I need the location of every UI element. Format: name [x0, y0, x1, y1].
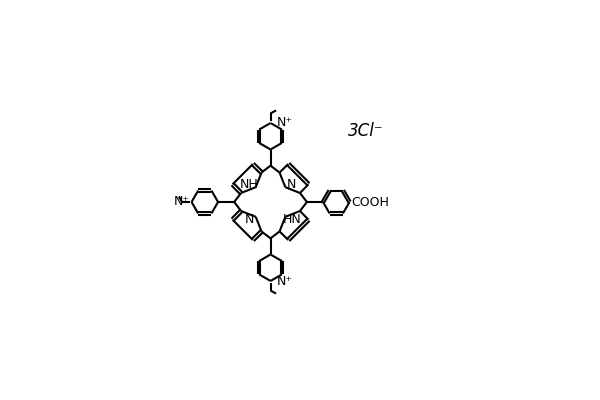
Text: COOH: COOH: [351, 196, 389, 208]
Text: N: N: [245, 213, 254, 226]
Text: HN: HN: [283, 213, 302, 226]
Text: N⁺: N⁺: [277, 116, 293, 129]
Text: N⁺: N⁺: [277, 275, 293, 288]
Text: N⁺: N⁺: [174, 194, 190, 208]
Text: NH: NH: [239, 178, 259, 191]
Text: N: N: [287, 178, 296, 191]
Text: 3Cl⁻: 3Cl⁻: [347, 122, 383, 140]
